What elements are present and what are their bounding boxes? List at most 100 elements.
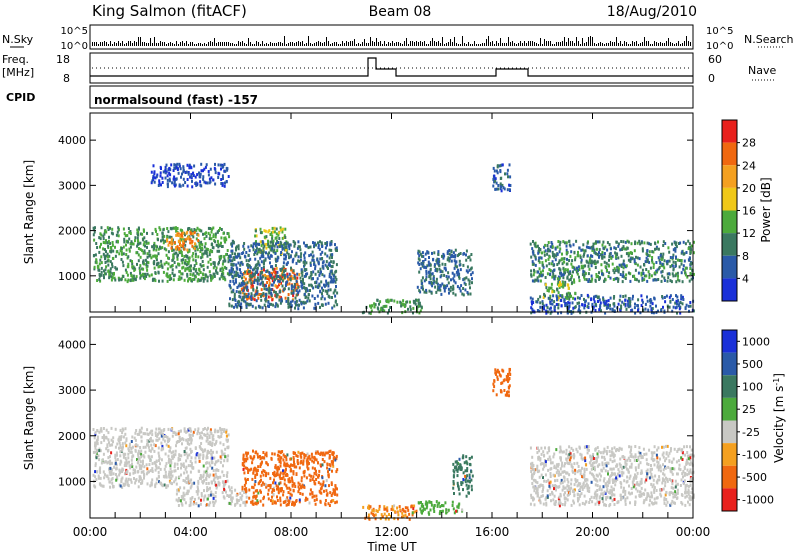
heatmap-cell: [226, 471, 229, 475]
heatmap-cell: [634, 311, 637, 315]
nsky-sample: [428, 44, 429, 46]
heatmap-cell: [279, 281, 281, 285]
heatmap-cell: [135, 443, 138, 447]
heatmap-cell: [287, 479, 290, 483]
heatmap-cell: [170, 477, 173, 480]
heatmap-cell: [250, 298, 253, 301]
heatmap-cell: [291, 476, 293, 480]
heatmap-cell: [263, 303, 266, 307]
heatmap-cell: [432, 277, 435, 280]
heatmap-cell: [191, 239, 194, 243]
heatmap-cell: [304, 251, 307, 255]
heatmap-cell: [94, 450, 97, 454]
nsky-sample: [186, 41, 187, 46]
heatmap-cell: [215, 468, 218, 472]
heatmap-cell: [543, 245, 546, 249]
heatmap-cell: [471, 271, 474, 275]
heatmap-cell: [373, 302, 376, 306]
heatmap-cell: [175, 498, 178, 502]
heatmap-cell: [591, 302, 594, 306]
heatmap-cell: [589, 256, 592, 260]
heatmap-cell: [662, 252, 665, 256]
heatmap-cell: [297, 303, 300, 307]
nsky-sample: [690, 42, 691, 46]
heatmap-cell: [113, 465, 116, 469]
heatmap-cell: [268, 284, 270, 288]
heatmap-cell: [157, 265, 160, 269]
heatmap-cell: [227, 445, 230, 449]
heatmap-cell: [613, 304, 616, 308]
heatmap-cell: [447, 256, 450, 260]
heatmap-cell: [641, 298, 644, 302]
heatmap-cell: [171, 474, 174, 478]
heatmap-cell: [320, 280, 323, 284]
heatmap-cell: [222, 275, 225, 279]
heatmap-cell: [122, 435, 125, 439]
heatmap-cell: [247, 303, 250, 307]
heatmap-cell: [261, 481, 264, 485]
heatmap-cell: [452, 277, 455, 281]
heatmap-cell: [622, 262, 625, 266]
heatmap-cell: [119, 428, 122, 432]
heatmap-cell: [663, 276, 666, 280]
nsky-sample: [326, 37, 327, 46]
heatmap-cell: [270, 302, 273, 306]
heatmap-cell: [245, 251, 248, 254]
heatmap-cell: [573, 280, 576, 284]
heatmap-cell: [260, 267, 263, 270]
nsky-sample: [592, 37, 593, 46]
nsky-sample: [632, 41, 633, 46]
heatmap-cell: [115, 463, 118, 467]
heatmap-cell: [213, 166, 216, 170]
heatmap-cell: [167, 473, 170, 477]
heatmap-cell: [283, 276, 286, 280]
heatmap-cell: [126, 480, 129, 484]
heatmap-cell: [252, 245, 254, 249]
heatmap-cell: [454, 293, 457, 297]
heatmap-cell: [271, 501, 274, 505]
heatmap-cell: [607, 299, 610, 303]
heatmap-cell: [652, 311, 655, 315]
heatmap-cell: [124, 452, 127, 456]
heatmap-cell: [170, 163, 173, 167]
heatmap-cell: [233, 270, 236, 274]
heatmap-cell: [680, 296, 683, 300]
heatmap-cell: [285, 281, 288, 285]
heatmap-cell: [236, 255, 239, 259]
heatmap-cell: [332, 274, 335, 278]
nsky-sample: [138, 37, 139, 46]
heatmap-cell: [371, 304, 373, 308]
heatmap-cell: [252, 471, 255, 475]
heatmap-cell: [202, 169, 204, 173]
heatmap-cell: [571, 281, 574, 285]
heatmap-cell: [469, 292, 472, 296]
heatmap-cell: [269, 240, 272, 244]
heatmap-cell: [646, 295, 648, 299]
heatmap-cell: [223, 428, 226, 432]
nsky-sample: [156, 43, 157, 46]
heatmap-cell: [303, 253, 306, 257]
heatmap-cell: [327, 267, 329, 270]
nsky-sample: [516, 44, 517, 46]
heatmap-cell: [251, 485, 254, 489]
heatmap-cell: [254, 270, 257, 274]
heatmap-cell: [305, 268, 308, 272]
heatmap-cell: [262, 283, 265, 287]
heatmap-cell: [564, 304, 567, 308]
heatmap-cell: [215, 460, 218, 464]
heatmap-cell: [127, 449, 130, 452]
heatmap-cell: [267, 304, 269, 308]
nsky-sample: [648, 41, 649, 46]
heatmap-cell: [140, 274, 143, 278]
heatmap-cell: [289, 255, 292, 259]
heatmap-cell: [99, 449, 102, 453]
heatmap-cell: [128, 249, 131, 253]
heatmap-cell: [274, 501, 277, 505]
heatmap-cell: [457, 272, 460, 276]
heatmap-cell: [159, 171, 162, 175]
heatmap-cell: [214, 171, 217, 175]
heatmap-cell: [151, 232, 154, 236]
heatmap-cell: [282, 453, 285, 457]
heatmap-cell: [152, 175, 155, 179]
heatmap-cell: [186, 274, 189, 278]
